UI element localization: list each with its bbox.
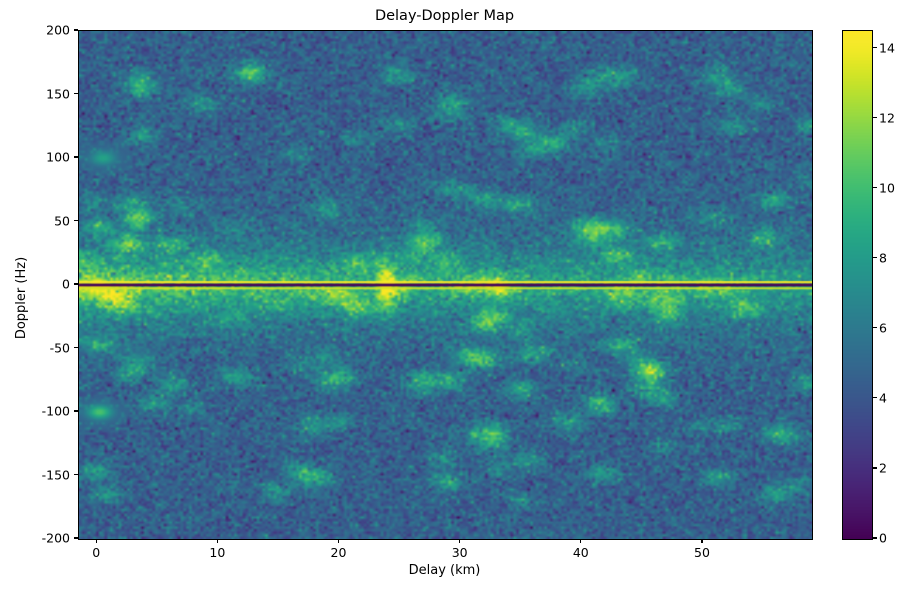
delay-doppler-heatmap (79, 31, 812, 539)
y-tick-mark (74, 346, 78, 349)
x-tick-label: 0 (92, 545, 101, 560)
x-tick-label: 10 (209, 545, 226, 560)
colorbar-tick-mark (873, 537, 877, 539)
colorbar-tick-label: 4 (879, 390, 887, 406)
colorbar-tick-label: 10 (879, 180, 895, 196)
x-tick-label: 40 (572, 545, 589, 560)
heatmap-axes (78, 30, 813, 540)
colorbar-tick-label: 2 (879, 460, 887, 476)
colorbar-tick-label: 8 (879, 250, 887, 266)
y-tick-label: 0 (62, 276, 70, 292)
y-tick-label: 200 (46, 22, 70, 38)
x-tick-label: 20 (330, 545, 347, 560)
x-tick-mark (95, 539, 97, 543)
x-tick-mark (580, 539, 582, 543)
y-tick-mark (74, 473, 78, 476)
y-tick-label: 100 (46, 149, 70, 165)
colorbar (842, 30, 873, 540)
colorbar-tick-mark (873, 467, 877, 469)
y-tick-mark (74, 410, 78, 412)
colorbar-tick-mark (873, 116, 877, 119)
y-tick-label: 150 (46, 86, 70, 101)
y-tick-mark (74, 29, 78, 31)
colorbar-tick-label: 6 (879, 320, 887, 336)
page-title: Delay-Doppler Map (374, 8, 515, 24)
y-tick-label: -200 (41, 530, 70, 546)
y-tick-label: 50 (54, 213, 70, 228)
x-tick-mark (216, 539, 218, 543)
colorbar-tick-mark (873, 327, 877, 329)
y-tick-mark (74, 92, 78, 95)
y-axis-label: Doppler (Hz) (14, 256, 29, 340)
x-tick-mark (701, 539, 703, 543)
y-tick-label: -50 (49, 340, 70, 355)
y-tick-mark (74, 156, 78, 158)
y-tick-mark (74, 537, 78, 539)
colorbar-gradient (843, 31, 872, 539)
colorbar-tick-label: 14 (879, 40, 895, 56)
x-tick-mark (459, 539, 461, 543)
colorbar-tick-mark (873, 397, 877, 399)
colorbar-tick-label: 12 (879, 110, 895, 126)
x-tick-label: 50 (694, 545, 710, 560)
colorbar-tick-label: 0 (879, 530, 887, 546)
y-tick-label: -150 (41, 467, 70, 482)
y-tick-mark (74, 219, 78, 222)
x-tick-label: 30 (451, 545, 468, 560)
colorbar-tick-mark (873, 46, 877, 49)
x-tick-mark (337, 539, 340, 543)
colorbar-tick-mark (873, 257, 877, 259)
colorbar-tick-mark (873, 187, 877, 189)
x-axis-label: Delay (km) (408, 563, 481, 578)
y-tick-mark (74, 283, 78, 285)
y-tick-label: -100 (41, 403, 70, 419)
